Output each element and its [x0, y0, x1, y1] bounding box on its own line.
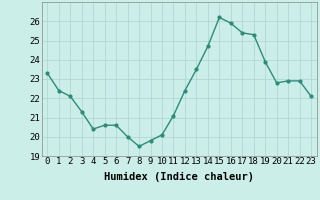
- X-axis label: Humidex (Indice chaleur): Humidex (Indice chaleur): [104, 172, 254, 182]
